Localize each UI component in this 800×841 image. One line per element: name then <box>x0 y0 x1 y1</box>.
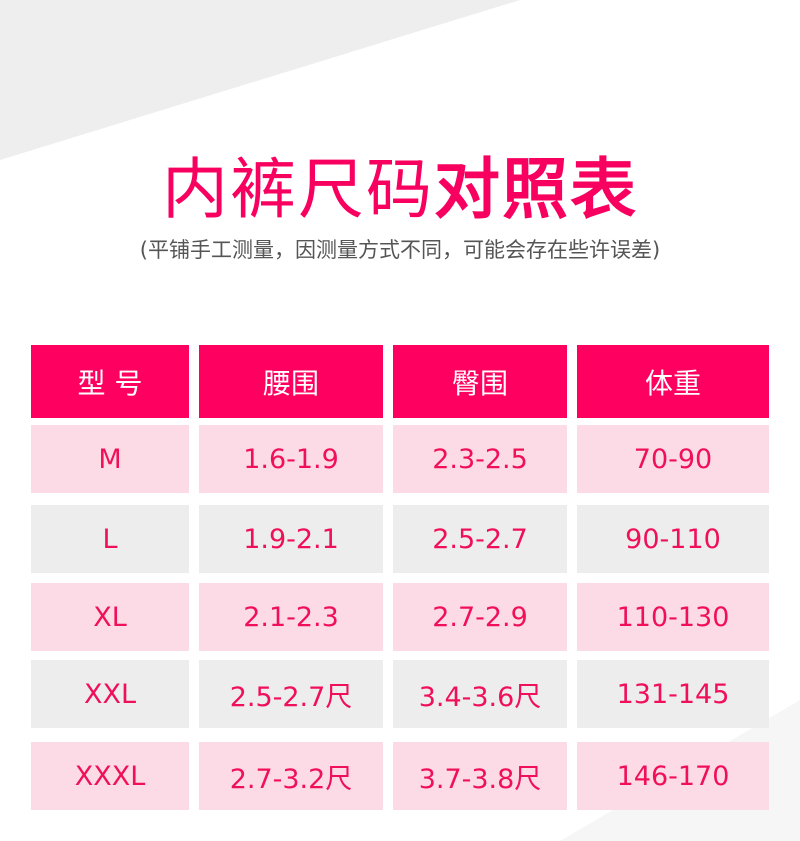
cell-size: XXXL <box>31 742 189 810</box>
cell-size: M <box>31 425 189 493</box>
cell-waist: 2.5-2.7尺 <box>199 660 383 728</box>
cell-weight: 70-90 <box>577 425 769 493</box>
cell-size: L <box>31 505 189 573</box>
cell-size: XL <box>31 583 189 651</box>
header-size: 型 号 <box>31 345 189 418</box>
cell-waist: 2.1-2.3 <box>199 583 383 651</box>
cell-hip: 2.7-2.9 <box>393 583 567 651</box>
cell-weight: 90-110 <box>577 505 769 573</box>
page-title: 内裤尺码对照表 <box>0 145 800 235</box>
header-hip: 臀围 <box>393 345 567 418</box>
cell-weight: 146-170 <box>577 742 769 810</box>
cell-hip: 2.3-2.5 <box>393 425 567 493</box>
header-waist: 腰围 <box>199 345 383 418</box>
cell-size: XXL <box>31 660 189 728</box>
cell-hip: 3.7-3.8尺 <box>393 742 567 810</box>
cell-hip: 2.5-2.7 <box>393 505 567 573</box>
cell-weight: 131-145 <box>577 660 769 728</box>
cell-waist: 1.6-1.9 <box>199 425 383 493</box>
cell-waist: 2.7-3.2尺 <box>199 742 383 810</box>
title-bold: 对照表 <box>434 151 638 228</box>
cell-weight: 110-130 <box>577 583 769 651</box>
cell-waist: 1.9-2.1 <box>199 505 383 573</box>
title-regular: 内裤尺码 <box>162 151 434 228</box>
cell-hip: 3.4-3.6尺 <box>393 660 567 728</box>
subtitle: (平铺手工测量，因测量方式不同，可能会存在些许误差) <box>139 238 661 262</box>
header-weight: 体重 <box>577 345 769 418</box>
